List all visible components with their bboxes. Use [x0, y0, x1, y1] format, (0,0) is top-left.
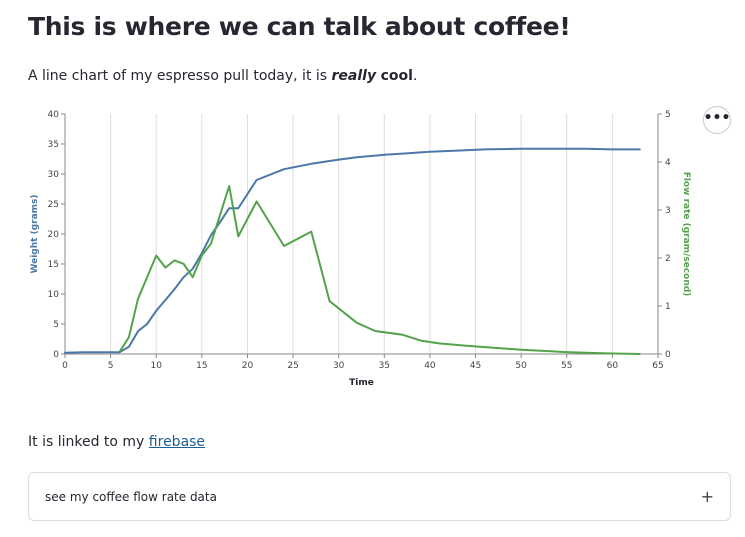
- x-tick-label: 40: [424, 361, 436, 371]
- right-y-axis-title: Flow rate (gram/second): [681, 172, 691, 297]
- expander-label: see my coffee flow rate data: [45, 489, 217, 504]
- x-tick-label: 45: [470, 361, 481, 371]
- left-y-tick-label: 40: [48, 110, 60, 120]
- x-tick-label: 15: [196, 361, 207, 371]
- x-tick-label: 60: [607, 361, 619, 371]
- plus-icon[interactable]: +: [700, 487, 714, 506]
- right-y-tick-label: 1: [665, 302, 671, 312]
- intro-text: A line chart of my espresso pull today, …: [28, 68, 332, 84]
- left-y-tick-label: 25: [48, 200, 59, 210]
- more-horizontal-icon: •••: [703, 110, 731, 126]
- chart-svg: 0 5 10 15 20 25 30 35 40 45 50 55 60 6505101520253035…: [30, 110, 691, 388]
- x-tick-label: 20: [242, 361, 254, 371]
- left-y-tick-label: 5: [53, 320, 59, 330]
- intro-strong: cool: [380, 68, 413, 84]
- right-y-tick-label: 5: [665, 110, 671, 120]
- intro-emphasis: really: [331, 68, 377, 84]
- left-y-tick-label: 30: [48, 170, 60, 180]
- linked-paragraph: It is linked to my firebase: [28, 434, 205, 450]
- x-tick-label: 25: [287, 361, 298, 371]
- espresso-line-chart: 0 5 10 15 20 25 30 35 40 45 50 55 60 65 0 5 10 15 20 25 30 35…: [0, 100, 745, 400]
- weight-series-line: [64, 147, 641, 354]
- page-title: This is where we can talk about coffee!: [28, 12, 571, 41]
- left-y-tick-label: 35: [48, 140, 59, 150]
- x-tick-label: 35: [379, 361, 390, 371]
- right-y-tick-label: 2: [665, 254, 671, 264]
- firebase-link[interactable]: firebase: [148, 434, 206, 450]
- right-y-tick-label: 4: [665, 158, 671, 168]
- x-tick-label: 50: [515, 361, 527, 371]
- linked-text: It is linked to my: [28, 434, 149, 450]
- left-y-tick-label: 10: [48, 290, 60, 300]
- left-y-tick-label: 20: [48, 230, 60, 240]
- x-axis-title: Time: [349, 378, 374, 388]
- x-tick-label: 0: [62, 361, 68, 371]
- right-y-tick-label: 0: [665, 350, 671, 360]
- x-tick-label: 30: [333, 361, 345, 371]
- intro-paragraph: A line chart of my espresso pull today, …: [28, 68, 417, 84]
- left-y-tick-label: 15: [48, 260, 59, 270]
- x-tick-label: 65: [652, 361, 663, 371]
- x-tick-label: 10: [151, 361, 163, 371]
- flow-rate-series-line: [118, 185, 641, 355]
- left-y-tick-label: 0: [53, 350, 59, 360]
- x-tick-label: 5: [108, 361, 114, 371]
- flow-rate-expander[interactable]: see my coffee flow rate data +: [28, 472, 731, 521]
- left-y-axis-title: Weight (grams): [30, 195, 40, 274]
- right-y-tick-label: 3: [665, 206, 671, 216]
- intro-text-end: .: [412, 68, 418, 84]
- x-tick-label: 55: [561, 361, 572, 371]
- chart-menu-button[interactable]: •••: [703, 106, 731, 134]
